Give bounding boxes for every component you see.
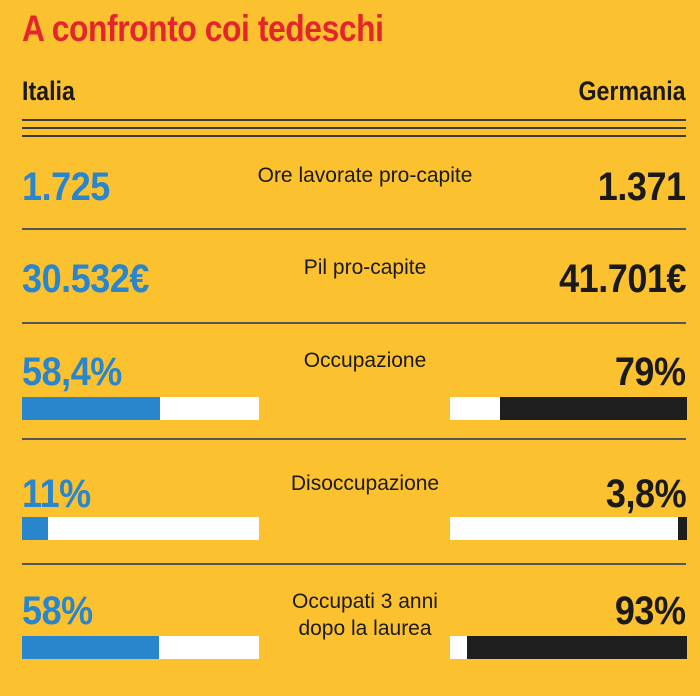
row-separator: [22, 228, 686, 230]
bar-fill-germania: [499, 397, 687, 420]
value-italia: 58,4%: [22, 350, 122, 394]
row-label: Disoccupazione: [290, 472, 440, 495]
value-germania: 1.371: [598, 165, 686, 209]
row-separator: [22, 563, 686, 565]
value-germania: 93%: [615, 589, 686, 633]
bar-italia: [22, 517, 259, 540]
bar-fill-italia: [22, 517, 49, 540]
bar-italia: [22, 397, 259, 420]
bar-germania: [450, 636, 687, 659]
bar-fill-italia: [22, 636, 160, 659]
bar-fill-germania: [466, 636, 687, 659]
bar-germania: [450, 397, 687, 420]
header-italia: Italia: [22, 76, 75, 106]
header-germania: Germania: [578, 76, 686, 106]
row-label: Occupati 3 anni dopo la laurea: [215, 588, 515, 642]
row-label: Pil pro-capite: [303, 256, 427, 279]
row-separator: [22, 438, 686, 440]
value-italia: 11%: [22, 472, 91, 516]
row-label: Occupazione: [303, 349, 427, 372]
row-label: Ore lavorate pro-capite: [257, 164, 473, 187]
header-rule-top: [22, 119, 686, 121]
bar-fill-italia: [22, 397, 161, 420]
header-rule-middle: [22, 127, 686, 129]
row-label-line-1: Occupati 3 anni: [292, 590, 438, 613]
header-rule-bottom: [22, 135, 686, 137]
bar-germania: [450, 517, 687, 540]
value-germania: 79%: [615, 350, 686, 394]
value-italia: 1.725: [22, 165, 110, 209]
value-italia: 58%: [22, 589, 93, 633]
value-italia: 30.532€: [22, 257, 149, 301]
chart-title: A confronto coi tedeschi: [22, 8, 384, 49]
bar-fill-germania: [678, 517, 687, 540]
row-separator: [22, 322, 686, 324]
bar-italia: [22, 636, 259, 659]
value-germania: 41.701€: [559, 257, 686, 301]
row-label-line-2: dopo la laurea: [298, 617, 432, 640]
value-germania: 3,8%: [605, 472, 687, 516]
